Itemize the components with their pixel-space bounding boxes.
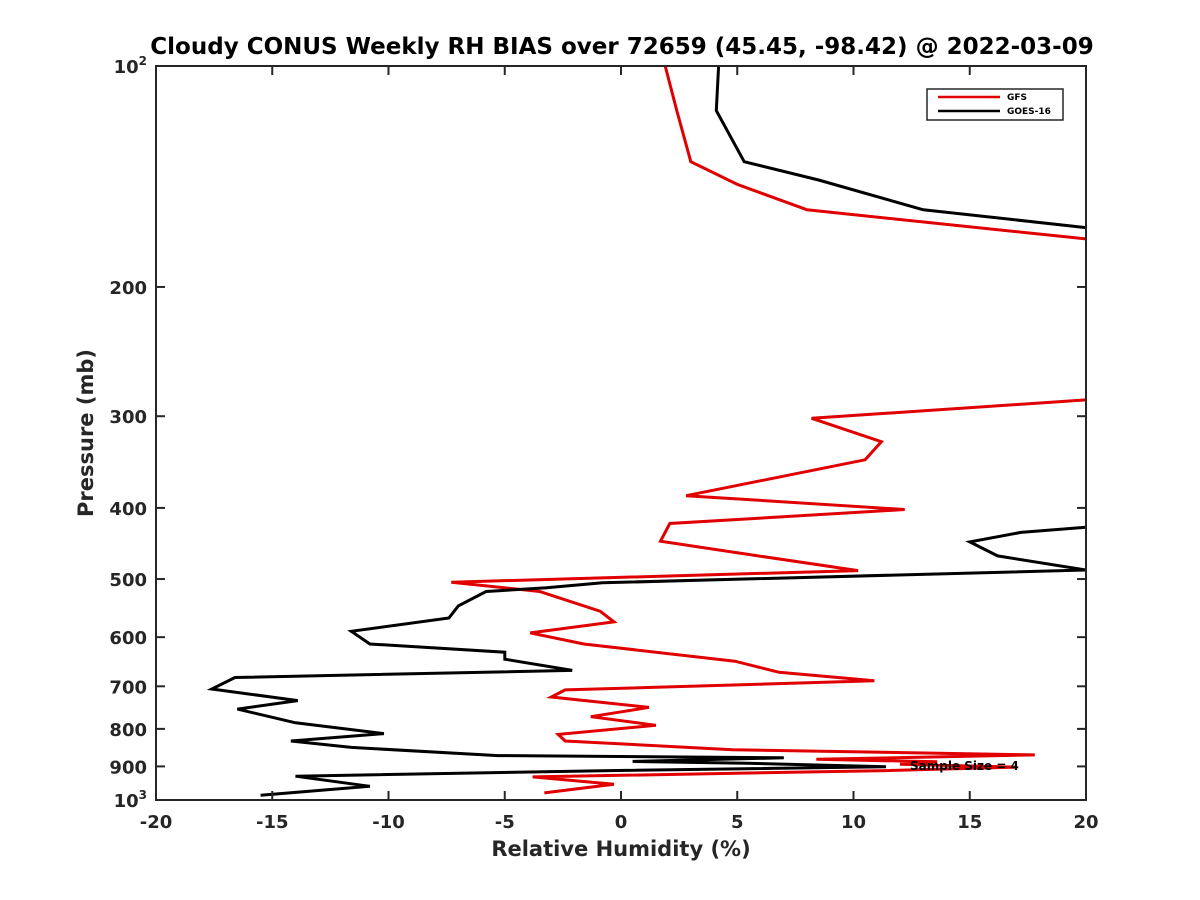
x-tick-label: 0 — [615, 812, 628, 833]
series-line-gfs-segment-2 — [451, 398, 1086, 795]
sample-size-annotation: Sample Size = 4 — [910, 759, 1019, 773]
series-layer — [206, 66, 1086, 797]
series-line-gfs-segment-1 — [663, 66, 1086, 241]
y-tick-label: 300 — [109, 407, 147, 428]
x-tick-label: -15 — [256, 812, 289, 833]
y-tick-label: 600 — [109, 628, 147, 649]
legend-label-goes16: GOES-16 — [1007, 107, 1051, 117]
x-tick-label: -20 — [140, 812, 173, 833]
series-line-goes16-segment-1 — [714, 66, 1086, 230]
y-tick-label: 200 — [109, 278, 147, 299]
x-axis-label: Relative Humidity (%) — [491, 837, 750, 861]
legend-label-gfs: GFS — [1007, 93, 1027, 103]
chart-title: Cloudy CONUS Weekly RH BIAS over 72659 (… — [150, 34, 1093, 60]
y-tick-label: 800 — [109, 720, 147, 741]
x-tick-label: 20 — [1073, 812, 1098, 833]
x-axis: -20 -15 -10 -5 0 5 10 15 20 — [140, 66, 1099, 833]
legend: GFS GOES-16 — [926, 88, 1064, 121]
y-tick-label: 900 — [109, 757, 147, 778]
x-tick-label: 5 — [731, 812, 744, 833]
y-tick-label: 400 — [109, 499, 147, 520]
y-tick-label: 700 — [109, 677, 147, 698]
x-tick-label: -10 — [372, 812, 405, 833]
x-tick-label: -5 — [495, 812, 515, 833]
x-tick-label: 15 — [957, 812, 982, 833]
y-tick-label: 103 — [114, 788, 147, 812]
y-tick-label: 500 — [109, 570, 147, 591]
plot-area: -20 -15 -10 -5 0 5 10 15 20 102 200 300 400 500 600 70… — [109, 54, 1098, 833]
legend-box — [926, 88, 1064, 121]
y-tick-label: 102 — [114, 54, 147, 78]
y-axis-label: Pressure (mb) — [74, 349, 98, 517]
y-axis: 102 200 300 400 500 600 700 800 900 103 — [109, 54, 1086, 812]
series-line-goes16-segment-2 — [206, 525, 1086, 797]
x-tick-label: 10 — [841, 812, 866, 833]
